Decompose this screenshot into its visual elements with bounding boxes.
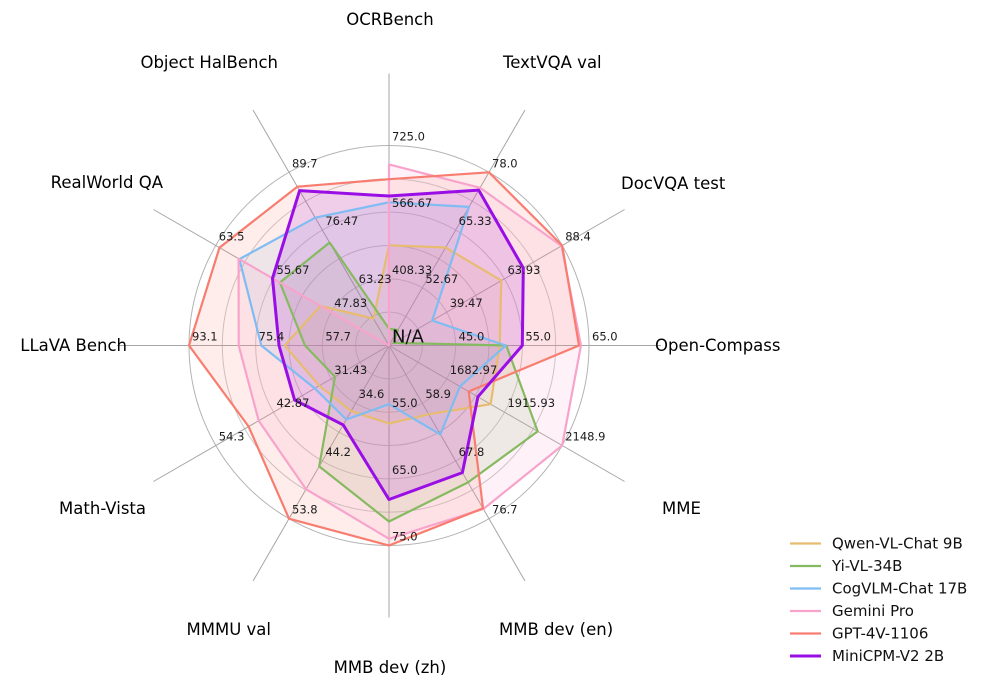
- tick-label-mmb-dev-en: 67.8: [459, 445, 485, 459]
- tick-label-realworld-qa: 55.67: [277, 263, 310, 277]
- series-fill-qwen-vl-chat-9b: [284, 245, 502, 424]
- legend-label-cogvlm-chat-17b: CogVLM-Chat 17B: [832, 580, 967, 598]
- series-line-minicpm-v2-2b: [271, 188, 525, 501]
- tick-label-mme: 1682.97: [450, 363, 498, 377]
- axis-label-mmb-dev-zh: MMB dev (zh): [334, 658, 447, 677]
- radar-spoke-mmmu-val: [252, 345, 390, 582]
- legend-label-gpt-4v-1106: GPT-4V-1106: [832, 625, 928, 643]
- axis-label-docvqa-test: DocVQA test: [621, 174, 726, 193]
- tick-label-mmmu-val: 44.2: [325, 445, 351, 459]
- tick-label-llava-bench: 57.7: [325, 330, 351, 344]
- tick-label-llava-bench: 75.4: [259, 330, 285, 344]
- tick-label-open-compass: 45.0: [459, 330, 485, 344]
- tick-label-object-halbench: 76.47: [325, 214, 358, 228]
- axis-label-object-halbench: Object HalBench: [140, 53, 278, 72]
- tick-label-mmb-dev-zh: 75.0: [392, 530, 418, 544]
- tick-label-open-compass: 65.0: [592, 330, 618, 344]
- series-line-gpt-4v-1106: [187, 171, 581, 547]
- axis-label-realworld-qa: RealWorld QA: [51, 173, 164, 192]
- tick-label-textvqa-val: 52.67: [425, 272, 458, 286]
- tick-label-mme: 1915.93: [507, 396, 555, 410]
- tick-label-math-vista: 54.3: [219, 430, 245, 444]
- tick-label-llava-bench: 93.1: [192, 330, 218, 344]
- tick-label-realworld-qa: 63.5: [219, 230, 245, 244]
- legend-item-gemini-pro: Gemini Pro: [790, 602, 914, 620]
- tick-label-object-halbench: 89.7: [292, 156, 318, 170]
- tick-label-math-vista: 42.87: [277, 396, 310, 410]
- legend-item-qwen-vl-chat-9b: Qwen-VL-Chat 9B: [790, 535, 963, 553]
- radar-spoke-math-vista: [153, 345, 390, 482]
- series-fill-minicpm-v2-2b: [272, 190, 524, 500]
- tick-label-object-halbench: 63.23: [359, 272, 392, 286]
- tick-label-open-compass: 55.0: [525, 330, 551, 344]
- tick-label-textvqa-val: 78.0: [492, 156, 518, 170]
- radar-spoke-mme: [388, 345, 625, 482]
- tick-label-math-vista: 31.43: [334, 363, 367, 377]
- radar-spoke-object-halbench: [252, 109, 390, 346]
- tick-label-ocrbench: 725.0: [392, 130, 425, 144]
- tick-label-ocrbench: 566.67: [392, 196, 432, 210]
- tick-label-mmb-dev-zh: 65.0: [392, 463, 418, 477]
- tick-label-mmb-dev-en: 76.7: [492, 503, 518, 517]
- tick-label-realworld-qa: 47.83: [334, 296, 367, 310]
- axis-label-mme: MME: [662, 499, 701, 518]
- series-fill-gemini-pro: [238, 164, 581, 539]
- tick-label-mme: 2148.9: [565, 430, 605, 444]
- radar-spoke-docvqa-test: [388, 209, 625, 346]
- axis-label-open-compass: Open-Compass: [655, 336, 781, 355]
- legend-label-yi-vl-34b: Yi-VL-34B: [831, 557, 902, 575]
- tick-label-docvqa-test: 63.93: [507, 263, 540, 277]
- legend-item-minicpm-v2-2b: MiniCPM-V2 2B: [790, 647, 944, 665]
- legend-item-cogvlm-chat-17b: CogVLM-Chat 17B: [790, 580, 967, 598]
- legend-label-gemini-pro: Gemini Pro: [832, 602, 914, 620]
- radar-spoke-mmb-dev-en: [388, 345, 526, 582]
- tick-label-mmmu-val: 53.8: [292, 503, 318, 517]
- legend-label-minicpm-v2-2b: MiniCPM-V2 2B: [832, 647, 944, 665]
- tick-label-docvqa-test: 88.4: [565, 230, 591, 244]
- axis-label-math-vista: Math-Vista: [59, 499, 146, 518]
- legend-item-yi-vl-34b: Yi-VL-34B: [790, 557, 902, 575]
- tick-label-mmb-dev-en: 58.9: [425, 387, 451, 401]
- axis-label-llava-bench: LLaVA Bench: [20, 336, 127, 355]
- legend-label-qwen-vl-chat-9b: Qwen-VL-Chat 9B: [832, 535, 963, 553]
- tick-label-docvqa-test: 39.47: [450, 296, 483, 310]
- tick-label-ocrbench: 408.33: [392, 263, 432, 277]
- tick-label-mmb-dev-zh: 55.0: [392, 396, 418, 410]
- center-na-label: N/A: [392, 327, 425, 348]
- axis-label-mmb-dev-en: MMB dev (en): [499, 620, 613, 639]
- legend: Qwen-VL-Chat 9B Yi-VL-34B CogVLM-Chat 17B G…: [790, 535, 967, 665]
- axis-label-textvqa-val: TextVQA val: [502, 53, 602, 72]
- radar-spoke-textvqa-val: [388, 109, 526, 346]
- series-fill-gpt-4v-1106: [189, 172, 579, 546]
- axis-label-ocrbench: OCRBench: [346, 10, 433, 29]
- tick-label-mmmu-val: 34.6: [359, 387, 385, 401]
- tick-label-textvqa-val: 65.33: [459, 214, 492, 228]
- legend-item-gpt-4v-1106: GPT-4V-1106: [790, 625, 928, 643]
- axis-label-mmmu-val: MMMU val: [187, 620, 272, 639]
